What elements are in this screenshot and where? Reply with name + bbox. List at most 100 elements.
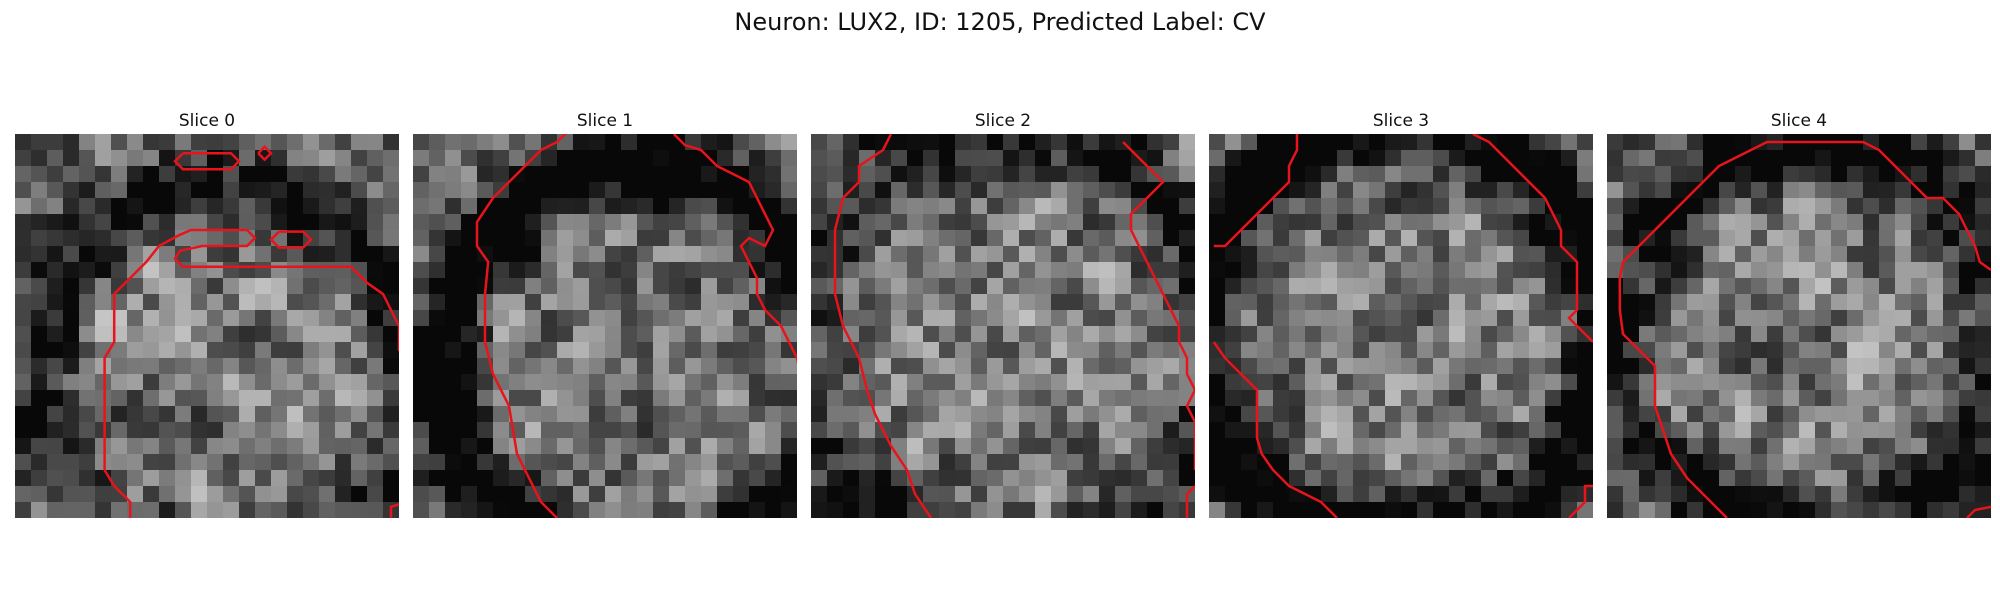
pixel (1545, 134, 1562, 151)
pixel (1783, 214, 1800, 231)
pixel (1353, 294, 1370, 311)
pixel (859, 278, 876, 295)
pixel (63, 198, 80, 215)
pixel (287, 454, 304, 471)
pixel (1099, 214, 1116, 231)
pixel (335, 486, 352, 503)
pixel (1369, 374, 1386, 391)
pixel (701, 438, 718, 455)
pixel (1497, 502, 1514, 518)
pixel (907, 390, 924, 407)
pixel (175, 134, 192, 151)
pixel (1051, 278, 1068, 295)
pixel (47, 358, 64, 375)
pixel (1209, 278, 1226, 295)
pixel (63, 150, 80, 167)
pixel (1337, 198, 1354, 215)
pixel (367, 150, 384, 167)
pixel (1863, 246, 1880, 263)
pixel (1975, 422, 1991, 439)
pixel (383, 358, 399, 375)
pixel (239, 182, 256, 199)
pixel (1099, 310, 1116, 327)
pixel (685, 438, 702, 455)
pixel (1975, 358, 1991, 375)
pixel (1847, 358, 1864, 375)
pixel (1465, 470, 1482, 487)
pixel (303, 342, 320, 359)
pixel (1799, 310, 1816, 327)
pixel (541, 230, 558, 247)
pixel (1927, 342, 1944, 359)
pixel (1577, 166, 1593, 183)
pixel (207, 374, 224, 391)
pixel (1751, 406, 1768, 423)
pixel (1623, 342, 1640, 359)
pixel (239, 310, 256, 327)
pixel (939, 182, 956, 199)
pixel (413, 470, 430, 487)
pixel (1003, 422, 1020, 439)
pixel (1115, 278, 1132, 295)
pixel (1209, 310, 1226, 327)
pixel (1529, 374, 1546, 391)
pixel (749, 182, 766, 199)
pixel (1051, 438, 1068, 455)
pixel (605, 246, 622, 263)
pixel (1863, 310, 1880, 327)
pixel (781, 342, 797, 359)
pixel (319, 486, 336, 503)
pixel (239, 390, 256, 407)
pixel (843, 150, 860, 167)
pixel (1273, 294, 1290, 311)
pixel (493, 262, 510, 279)
pixel (509, 406, 526, 423)
pixel (1257, 246, 1274, 263)
pixel (461, 278, 478, 295)
pixel (1607, 214, 1624, 231)
pixel (1751, 438, 1768, 455)
pixel (923, 454, 940, 471)
pixel (1067, 342, 1084, 359)
pixel (1545, 358, 1562, 375)
pixel (733, 310, 750, 327)
pixel (1115, 166, 1132, 183)
pixel (1767, 214, 1784, 231)
pixel (287, 150, 304, 167)
pixel (955, 406, 972, 423)
pixel (47, 438, 64, 455)
pixel (47, 246, 64, 263)
pixel (1607, 486, 1624, 503)
pixel (1529, 326, 1546, 343)
pixel (461, 454, 478, 471)
pixel (1607, 374, 1624, 391)
pixel (1257, 358, 1274, 375)
pixel (223, 278, 240, 295)
pixel (971, 422, 988, 439)
pixel (1131, 374, 1148, 391)
pixel (765, 198, 782, 215)
pixel (1687, 166, 1704, 183)
pixel (1545, 342, 1562, 359)
pixel (765, 230, 782, 247)
pixel (1927, 310, 1944, 327)
pixel (1719, 198, 1736, 215)
pixel (1783, 166, 1800, 183)
pixel (207, 262, 224, 279)
pixel (1561, 230, 1578, 247)
pixel (1481, 278, 1498, 295)
pixel (429, 134, 446, 151)
pixel (429, 166, 446, 183)
pixel (733, 294, 750, 311)
pixel (1577, 502, 1593, 518)
pixel (1655, 326, 1672, 343)
pixel (461, 134, 478, 151)
pixel (907, 358, 924, 375)
pixel (1019, 486, 1036, 503)
pixel (685, 198, 702, 215)
pixel (239, 150, 256, 167)
pixel (1959, 422, 1976, 439)
pixel (1481, 438, 1498, 455)
pixel (367, 502, 384, 518)
pixel (303, 166, 320, 183)
